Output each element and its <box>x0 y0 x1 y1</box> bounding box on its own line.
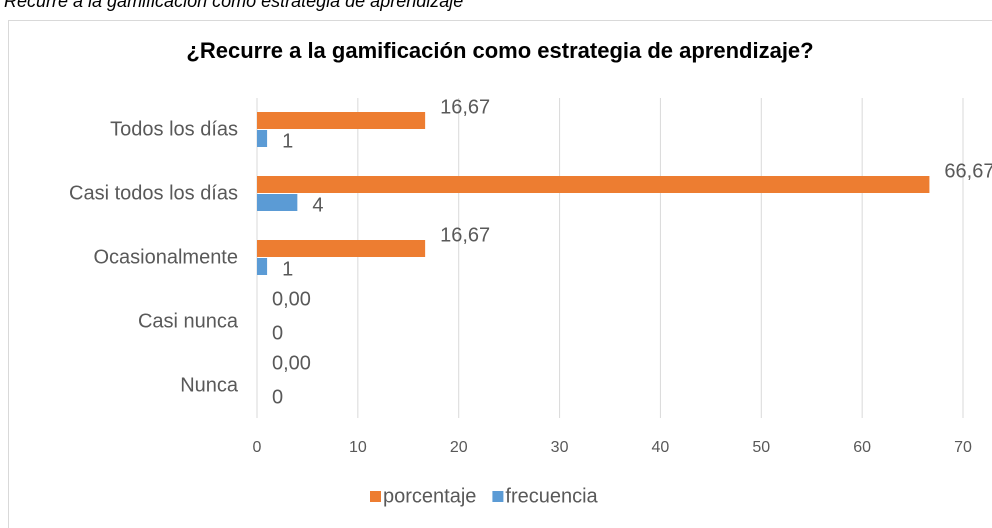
legend-label: porcentaje <box>383 485 476 507</box>
legend-label: frecuencia <box>505 485 598 507</box>
y-tick-label: Todos los días <box>110 118 238 140</box>
data-label: 4 <box>312 194 323 216</box>
bar <box>257 240 426 257</box>
x-tick-label: 10 <box>349 439 367 456</box>
data-label: 0,00 <box>272 352 311 374</box>
bar <box>257 194 298 211</box>
data-label: 0 <box>272 322 283 344</box>
bar <box>257 130 268 147</box>
x-tick-label: 70 <box>954 439 972 456</box>
legend-swatch <box>370 491 381 502</box>
data-label: 1 <box>282 258 293 280</box>
y-tick-label: Nunca <box>180 374 239 396</box>
bar <box>257 258 268 275</box>
x-tick-label: 30 <box>551 439 569 456</box>
caption: Recurre a la gamificación como estrategi… <box>4 0 463 11</box>
x-tick-label: 60 <box>853 439 871 456</box>
legend-swatch <box>492 491 504 502</box>
data-label: 16,67 <box>440 224 490 246</box>
data-label: 16,67 <box>440 96 490 118</box>
x-tick-label: 0 <box>253 439 262 456</box>
bar <box>257 176 930 193</box>
y-tick-label: Casi todos los días <box>69 182 238 204</box>
data-label: 0 <box>272 386 283 408</box>
data-label: 66,67 <box>944 160 992 182</box>
x-tick-label: 40 <box>652 439 670 456</box>
x-tick-label: 20 <box>450 439 468 456</box>
x-tick-label: 50 <box>752 439 770 456</box>
y-tick-label: Ocasionalmente <box>93 246 238 268</box>
chart-border <box>8 20 992 528</box>
data-label: 1 <box>282 130 293 152</box>
data-label: 0,00 <box>272 288 311 310</box>
chart-title: ¿Recurre a la gamificación como estrateg… <box>186 38 813 63</box>
bar <box>257 112 426 129</box>
y-tick-label: Casi nunca <box>138 310 239 332</box>
